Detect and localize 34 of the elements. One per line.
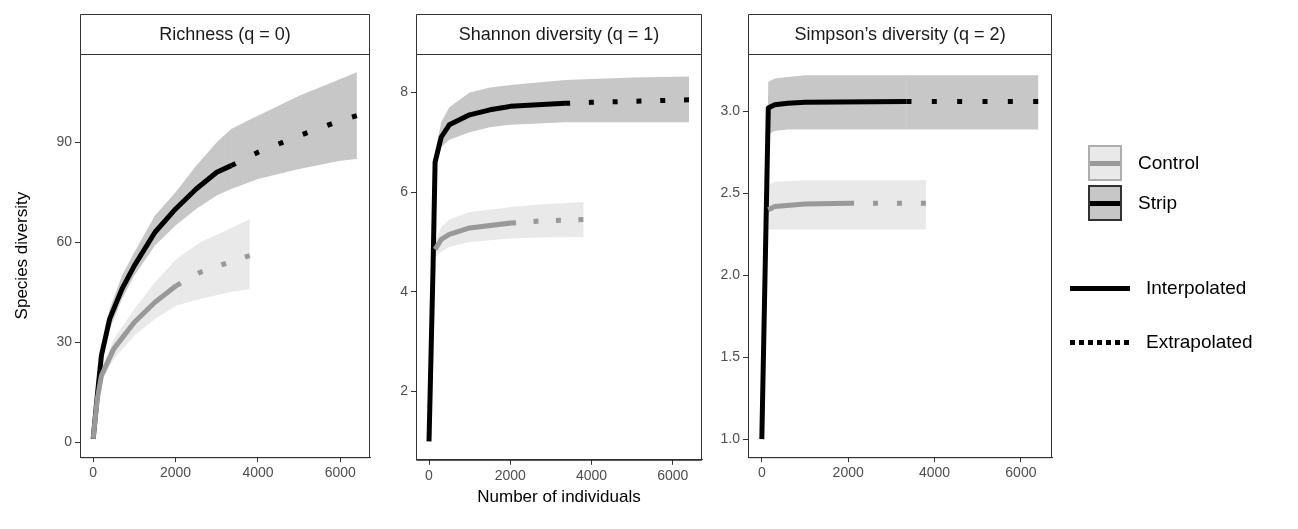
x-tick-label: 6000 (324, 464, 357, 481)
text: Interpolated (1146, 277, 1247, 299)
y-tick-label: 6 (400, 182, 409, 199)
x-tick-label: 4000 (918, 464, 951, 481)
text: Extrapolated (1146, 331, 1253, 353)
y-tick-label: 60 (56, 233, 73, 250)
chart-title: Simpson’s diversity (q = 2) (794, 23, 1006, 44)
y-tick-label: 2.0 (720, 266, 741, 283)
chart-title: Shannon diversity (q = 1) (458, 23, 660, 44)
y-tick-label: 8 (400, 83, 409, 100)
y-tick-label: 3.0 (720, 102, 741, 119)
y-axis-title: Species diversity (11, 191, 31, 320)
x-tick-label: 2000 (832, 464, 864, 481)
y-tick-label: 1.5 (720, 348, 741, 365)
y-tick-label: 1.0 (720, 430, 741, 447)
x-axis-title: Number of individuals (477, 487, 641, 507)
y-tick-label: 0 (64, 433, 73, 450)
legend-label: Control (1138, 152, 1200, 174)
x-tick-label: 4000 (242, 464, 274, 481)
x-tick-label: 0 (89, 464, 98, 481)
y-tick-label: 30 (56, 333, 73, 350)
y-tick-label: 4 (400, 282, 409, 299)
x-tick-label: 2000 (494, 467, 527, 484)
x-tick-label: 4000 (575, 467, 608, 484)
x-tick-label: 6000 (1005, 464, 1037, 481)
y-tick-label: 2 (400, 382, 409, 399)
x-tick-label: 0 (425, 467, 434, 484)
y-tick-label: 90 (56, 133, 73, 150)
y-tick-label: 2.5 (720, 184, 741, 201)
legend-label: Strip (1138, 192, 1178, 214)
chart-title: Richness (q = 0) (159, 23, 291, 44)
x-tick-label: 2000 (159, 464, 192, 481)
x-tick-label: 0 (757, 464, 766, 481)
x-tick-label: 6000 (657, 467, 689, 484)
